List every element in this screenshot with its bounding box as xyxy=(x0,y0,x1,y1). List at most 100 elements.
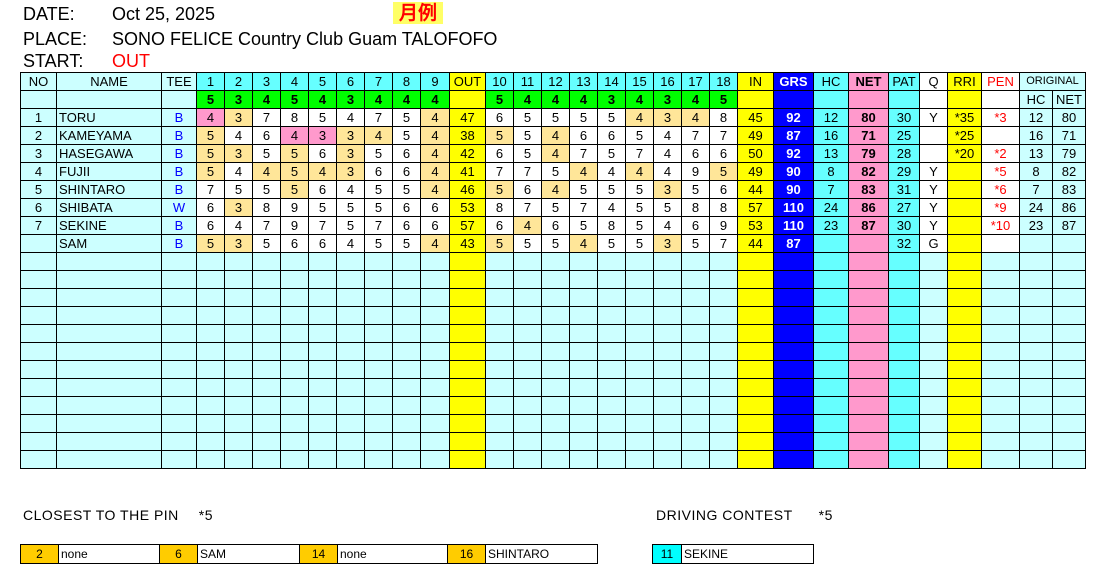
empty-cell xyxy=(392,252,421,271)
empty-cell xyxy=(597,270,626,289)
score-cell: 5 xyxy=(681,180,710,199)
empty-cell xyxy=(541,432,570,451)
player-name: FUJII xyxy=(56,162,162,181)
empty-cell xyxy=(280,306,309,325)
player-tee: W xyxy=(161,198,197,217)
gross: 92 xyxy=(773,144,814,163)
putts: 32 xyxy=(888,234,920,253)
empty-cell xyxy=(336,306,365,325)
score-cell: 4 xyxy=(364,126,393,145)
score-cell: 4 xyxy=(541,126,570,145)
empty-cell xyxy=(1019,288,1053,307)
winner-name: none xyxy=(340,547,367,561)
empty-cell xyxy=(813,414,849,433)
empty-cell xyxy=(420,450,450,469)
empty-cell xyxy=(1052,414,1086,433)
empty-cell xyxy=(737,342,774,361)
score-cell: 5 xyxy=(196,162,225,181)
empty-cell xyxy=(737,270,774,289)
empty-cell xyxy=(336,378,365,397)
col-orig-net: NET xyxy=(1052,90,1086,109)
driving-mark: *5 xyxy=(818,507,833,523)
qualify: Y xyxy=(919,162,948,181)
empty-cell xyxy=(20,270,57,289)
empty-cell xyxy=(449,252,486,271)
gross: 92 xyxy=(773,108,814,127)
score-cell: 3 xyxy=(224,198,253,217)
score-cell: 4 xyxy=(569,162,598,181)
empty-cell xyxy=(513,432,542,451)
empty-cell xyxy=(1019,450,1053,469)
empty-cell xyxy=(449,288,486,307)
empty-cell xyxy=(161,342,197,361)
empty-cell xyxy=(737,414,774,433)
empty-cell xyxy=(625,324,654,343)
score-cell: 6 xyxy=(364,162,393,181)
score-cell: 4 xyxy=(196,108,225,127)
empty-cell xyxy=(848,270,889,289)
empty-cell xyxy=(597,396,626,415)
empty-cell xyxy=(541,324,570,343)
empty-cell xyxy=(336,252,365,271)
empty-cell xyxy=(681,324,710,343)
empty-cell xyxy=(308,450,337,469)
score-cell: 4 xyxy=(513,216,542,235)
empty-cell xyxy=(485,270,514,289)
net: 86 xyxy=(848,198,889,217)
empty-cell xyxy=(392,306,421,325)
score-cell: 4 xyxy=(653,144,682,163)
score-cell: 3 xyxy=(653,108,682,127)
empty-cell xyxy=(196,450,225,469)
empty-cell xyxy=(681,414,710,433)
par-cell: 3 xyxy=(224,90,253,109)
score-cell: 5 xyxy=(485,180,514,199)
col-in: IN xyxy=(737,72,774,91)
empty-cell xyxy=(485,324,514,343)
empty-cell xyxy=(56,270,162,289)
empty-cell xyxy=(919,342,948,361)
score-cell: 7 xyxy=(485,162,514,181)
player-name: SEKINE xyxy=(56,216,162,235)
empty-cell xyxy=(813,432,849,451)
date-row: DATE: Oct 25, 2025 xyxy=(23,4,215,25)
hole-number: 16 xyxy=(448,545,486,563)
empty-cell xyxy=(224,396,253,415)
par-cell: 3 xyxy=(336,90,365,109)
cell xyxy=(848,90,889,109)
score-cell: 4 xyxy=(420,108,450,127)
empty-cell xyxy=(449,324,486,343)
score-cell: 7 xyxy=(196,180,225,199)
empty-cell xyxy=(224,324,253,343)
orig-hc xyxy=(1019,234,1053,253)
empty-cell xyxy=(1019,360,1053,379)
empty-cell xyxy=(224,432,253,451)
empty-cell xyxy=(737,378,774,397)
empty-cell xyxy=(888,414,920,433)
empty-cell xyxy=(773,378,814,397)
empty-cell xyxy=(485,450,514,469)
score-cell: 7 xyxy=(569,198,598,217)
empty-cell xyxy=(681,270,710,289)
empty-cell xyxy=(252,450,281,469)
empty-cell xyxy=(224,450,253,469)
empty-cell xyxy=(336,414,365,433)
empty-cell xyxy=(947,342,982,361)
in-total: 57 xyxy=(737,198,774,217)
empty-cell xyxy=(364,306,393,325)
score-cell: 7 xyxy=(252,108,281,127)
score-cell: 6 xyxy=(280,234,309,253)
empty-cell xyxy=(681,306,710,325)
col-hole: 11 xyxy=(513,72,542,91)
score-cell: 5 xyxy=(196,144,225,163)
score-cell: 8 xyxy=(252,198,281,217)
empty-cell xyxy=(56,396,162,415)
score-cell: 5 xyxy=(625,198,654,217)
score-cell: 5 xyxy=(709,162,738,181)
empty-cell xyxy=(1019,432,1053,451)
empty-cell xyxy=(1052,288,1086,307)
col-hc: HC xyxy=(813,72,849,91)
col-hole: 15 xyxy=(625,72,654,91)
score-cell: 9 xyxy=(280,216,309,235)
score-cell: 9 xyxy=(280,198,309,217)
hole-number: 14 xyxy=(300,545,338,563)
